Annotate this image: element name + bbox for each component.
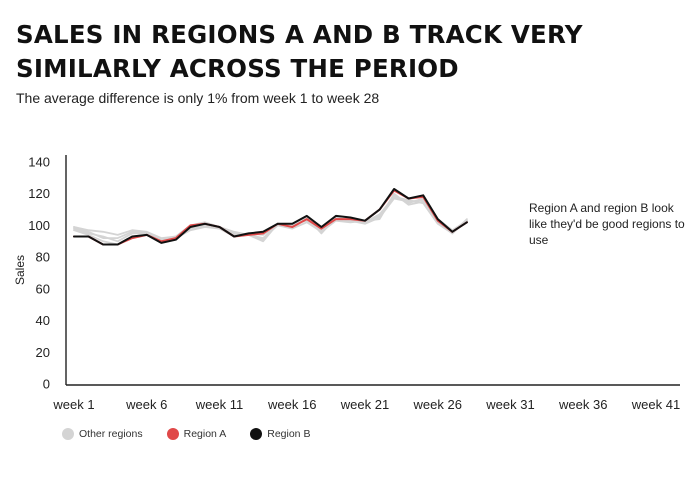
y-tick-label: 120 bbox=[28, 186, 50, 201]
chart-subtitle: The average difference is only 1% from w… bbox=[16, 90, 380, 106]
y-tick-label: 80 bbox=[36, 250, 50, 265]
x-tick-label: week 11 bbox=[195, 397, 243, 412]
x-tick-label: week 1 bbox=[52, 397, 94, 412]
series-lines bbox=[73, 188, 468, 246]
x-tick-label: week 16 bbox=[267, 397, 316, 412]
y-axis-label: Sales bbox=[13, 255, 27, 285]
chart-annotation: Region A and region B look like they'd b… bbox=[529, 201, 685, 247]
x-tick-label: week 31 bbox=[485, 397, 534, 412]
x-tick-label: week 41 bbox=[631, 397, 680, 412]
legend-label-other-regions: Other regions bbox=[79, 428, 143, 440]
x-tick-label: week 26 bbox=[413, 397, 462, 412]
y-axis-ticks: 0 20 40 60 80 100 120 140 bbox=[28, 155, 50, 392]
y-tick-label: 40 bbox=[36, 313, 50, 328]
y-tick-label: 60 bbox=[36, 281, 50, 296]
legend-swatch-other-regions bbox=[62, 428, 74, 440]
series-line-region-b bbox=[73, 188, 468, 246]
x-tick-label: week 21 bbox=[340, 397, 389, 412]
y-tick-label: 0 bbox=[43, 377, 50, 392]
x-tick-label: week 6 bbox=[125, 397, 167, 412]
legend-swatch-region-a bbox=[166, 428, 179, 440]
x-tick-label: week 36 bbox=[558, 397, 607, 412]
legend-item-region-a: Region A bbox=[166, 428, 227, 440]
x-axis-ticks: week 1 week 6 week 11 week 16 week 21 week 26… bbox=[52, 397, 680, 412]
legend-swatch-region-b bbox=[250, 428, 263, 440]
chart-title: SALES IN REGIONS A AND B TRACK VERY SIMI… bbox=[16, 20, 583, 83]
legend-item-region-b: Region B bbox=[250, 428, 310, 440]
y-tick-label: 20 bbox=[36, 345, 50, 360]
legend-label-region-a: Region A bbox=[183, 428, 227, 440]
y-tick-label: 140 bbox=[28, 155, 50, 170]
chart-legend: Other regions Region A Region B bbox=[62, 428, 334, 440]
legend-label-region-b: Region B bbox=[267, 428, 311, 440]
legend-item-other-regions: Other regions bbox=[62, 428, 143, 440]
y-tick-label: 100 bbox=[28, 218, 50, 233]
series-line-other-region bbox=[73, 195, 468, 243]
